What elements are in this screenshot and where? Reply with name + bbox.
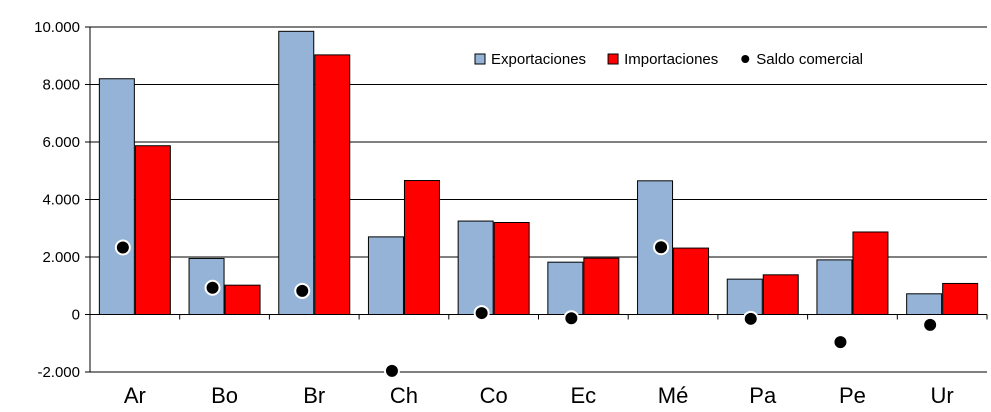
point-saldo-comercial-Pa: [742, 310, 759, 327]
x-tick-label-4: Co: [480, 383, 508, 408]
y-axis-labels: -2.000 0 2.000 4.000 6.000 8.000 10.000: [34, 19, 80, 381]
bar-importaciones-Ar: [134, 145, 171, 315]
x-tick-label-5: Ec: [571, 383, 597, 408]
y-tick-label-0: -2.000: [37, 364, 80, 381]
bar-exportaciones-Co: [457, 220, 494, 315]
point-saldo-comercial-Bo: [204, 279, 221, 296]
axes-layer: [85, 26, 988, 373]
legend-marker-2: [741, 55, 750, 63]
y-tick-label-1: 0: [72, 307, 80, 324]
bar-exportaciones-Ur: [906, 293, 943, 315]
y-tick-label-4: 6.000: [42, 134, 80, 151]
x-tick-label-3: Ch: [390, 383, 418, 408]
point-saldo-comercial-Co: [473, 305, 490, 322]
bar-importaciones-Pe: [852, 231, 889, 315]
legend-swatch-1: [607, 53, 619, 65]
x-tick-label-7: Pa: [749, 383, 777, 408]
bar-importaciones-Ur: [942, 282, 979, 316]
legend: Exportaciones Importaciones Saldo comercia…: [474, 51, 863, 68]
point-saldo-comercial-Ar: [114, 239, 131, 256]
point-saldo-comercial-Mé: [653, 239, 670, 256]
y-tick-label-5: 8.000: [42, 77, 80, 94]
bar-exportaciones-Ec: [547, 261, 584, 315]
bar-importaciones-Mé: [673, 247, 710, 315]
bar-importaciones-Ch: [403, 180, 440, 315]
bar-importaciones-Br: [314, 54, 351, 315]
y-tick-label-3: 4.000: [42, 192, 80, 209]
y-tick-label-2: 2.000: [42, 249, 80, 266]
point-saldo-comercial-Ur: [922, 316, 939, 333]
x-tick-label-9: Ur: [931, 383, 954, 408]
points-layer: [114, 239, 939, 379]
point-saldo-comercial-Br: [294, 282, 311, 299]
legend-label-0: Exportaciones: [491, 51, 586, 68]
bar-exportaciones-Ar: [98, 78, 135, 315]
bar-exportaciones-Ch: [367, 236, 404, 315]
x-tick-label-1: Bo: [211, 383, 238, 408]
y-tick-label-6: 10.000: [34, 19, 80, 36]
x-tick-label-6: Mé: [658, 383, 689, 408]
legend-label-2: Saldo comercial: [756, 51, 863, 68]
bar-importaciones-Bo: [224, 284, 261, 315]
x-tick-label-2: Br: [303, 383, 325, 408]
bar-importaciones-Co: [493, 222, 530, 315]
x-axis-labels: Ar Bo Br Ch Co Ec Mé Pa Pe Ur: [124, 383, 954, 408]
legend-swatch-0: [474, 53, 486, 65]
x-tick-label-0: Ar: [124, 383, 146, 408]
bar-exportaciones-Br: [278, 30, 315, 315]
bar-importaciones-Ec: [583, 257, 620, 315]
point-saldo-comercial-Ec: [563, 310, 580, 327]
bar-importaciones-Pa: [762, 274, 799, 316]
point-saldo-comercial-Pe: [832, 334, 849, 351]
point-saldo-comercial-Ch: [383, 362, 400, 379]
gridlines: [90, 26, 987, 373]
bar-exportaciones-Pe: [816, 259, 853, 315]
x-tick-label-8: Pe: [839, 383, 866, 408]
bars-layer: [98, 30, 979, 316]
bar-exportaciones-Pa: [726, 278, 763, 316]
legend-label-1: Importaciones: [624, 51, 718, 68]
